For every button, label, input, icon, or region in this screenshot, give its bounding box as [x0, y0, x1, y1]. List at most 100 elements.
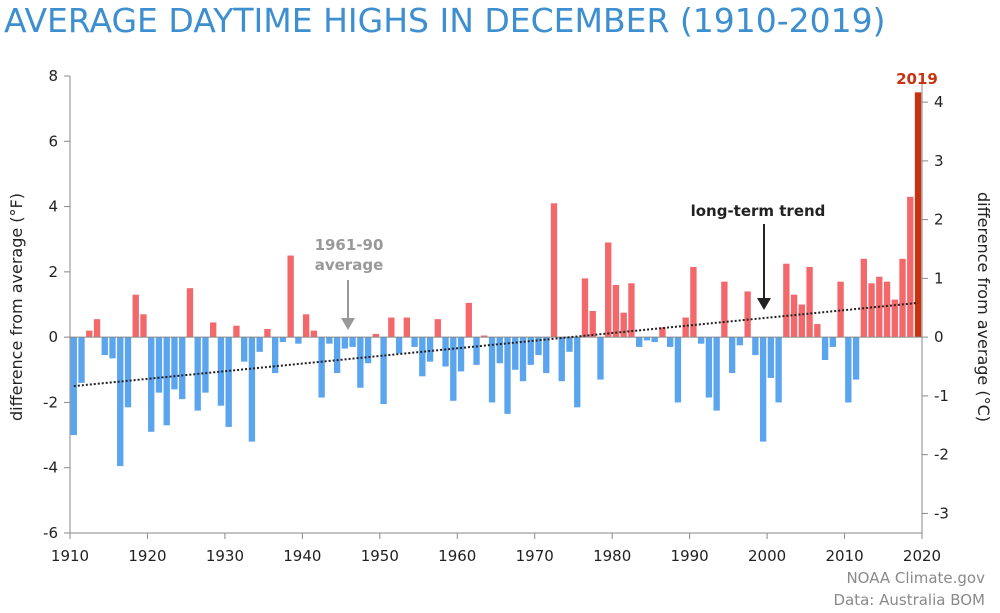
bar-1910: [70, 337, 77, 436]
bar-2000: [767, 337, 775, 378]
bar-1954: [411, 337, 418, 347]
bar-1961: [465, 302, 472, 338]
right-tick-label: 1: [934, 269, 944, 287]
bar-1911: [78, 337, 85, 383]
bar-1983: [636, 337, 643, 347]
x-tick-label: 1950: [361, 547, 399, 565]
x-tick-label: 1960: [438, 547, 476, 565]
x-tick-label: 2000: [748, 547, 786, 565]
x-tick-label: 1940: [283, 547, 321, 565]
bar-1914: [101, 337, 108, 356]
bar-2008: [829, 337, 836, 347]
right-axis: -3 -2 -1 0 1 2 3 4: [921, 76, 949, 533]
bar-1969: [527, 337, 534, 365]
bar-1973: [558, 337, 565, 382]
left-tick-label: 6: [48, 132, 58, 150]
bar-1986: [659, 327, 666, 338]
bar-1928: [210, 322, 217, 338]
bar-1982: [628, 283, 635, 338]
average-arrow: [341, 280, 355, 330]
bar-1923: [171, 337, 178, 390]
bar-1978: [597, 337, 604, 380]
bar-1994: [721, 281, 728, 338]
bar-1970: [535, 337, 542, 356]
bar-1956: [426, 337, 434, 362]
bar-2006: [814, 324, 821, 338]
bar-1958: [442, 337, 449, 367]
bar-1918: [132, 294, 139, 338]
bar-1933: [248, 337, 256, 442]
bar-1950: [380, 337, 387, 405]
bar-1940: [302, 314, 310, 338]
bar-1944: [333, 337, 341, 374]
bar-2001: [775, 337, 782, 403]
bar-2013: [868, 283, 875, 338]
bar-1987: [667, 337, 674, 347]
bar-2002: [783, 263, 790, 338]
bar-1945: [341, 337, 349, 349]
x-tick-label: 1990: [671, 547, 709, 565]
bar-1999: [759, 337, 767, 442]
bar-1953: [403, 317, 410, 338]
bar-series: [70, 92, 922, 467]
bar-1989: [682, 317, 689, 338]
right-tick-label: 3: [934, 152, 944, 170]
bar-1971: [543, 337, 550, 374]
bar-2004: [798, 304, 806, 338]
right-tick-label: 0: [934, 328, 944, 346]
bar-1913: [93, 319, 101, 338]
bar-1960: [457, 337, 465, 372]
bar-1949: [372, 333, 380, 338]
bar-1929: [217, 337, 225, 406]
average-label-line2: average: [315, 256, 384, 274]
x-tick-label: 1970: [516, 547, 554, 565]
bar-2017: [899, 258, 906, 338]
right-tick-label: 2: [934, 211, 944, 229]
left-axis: -6 -4 -2 0 2 4 6 8: [43, 67, 71, 542]
bar-2003: [790, 294, 798, 338]
bar-1925: [186, 288, 194, 338]
bar-1962: [473, 337, 480, 365]
bar-1941: [310, 330, 318, 338]
bar-1976: [581, 278, 589, 338]
bar-1995: [728, 337, 736, 374]
bar-1992: [705, 337, 713, 398]
bar-1924: [179, 337, 186, 400]
bar-2012: [860, 258, 867, 338]
bar-1977: [589, 311, 596, 338]
chart-title: AVERAGE DAYTIME HIGHS IN DECEMBER (1910-…: [4, 1, 886, 40]
bar-1932: [241, 337, 248, 362]
bar-1934: [256, 337, 263, 352]
bar-1948: [364, 337, 372, 364]
bar-1920: [148, 337, 155, 432]
right-tick-label: -2: [934, 446, 949, 464]
highlight-year-label: 2019: [896, 70, 938, 88]
bar-1959: [450, 337, 457, 401]
x-tick-label: 1980: [593, 547, 631, 565]
bar-1963: [481, 335, 488, 338]
bar-1946: [349, 337, 356, 347]
credit-line-1: NOAA Climate.gov: [846, 569, 985, 587]
credit-line-2: Data: Australia BOM: [833, 591, 985, 609]
bar-2009: [837, 281, 844, 338]
bar-1919: [140, 314, 147, 338]
left-tick-label: -4: [43, 459, 58, 477]
bar-2010: [845, 337, 852, 403]
bar-1965: [496, 337, 503, 364]
bar-2018: [907, 196, 914, 338]
bar-2011: [852, 337, 860, 380]
bar-1921: [155, 337, 163, 393]
bar-1979: [605, 242, 612, 338]
bar-1967: [512, 337, 519, 370]
x-tick-label: 1910: [51, 547, 89, 565]
left-tick-label: 8: [48, 67, 58, 85]
bar-1981: [620, 312, 627, 338]
trend-arrow: [757, 224, 771, 310]
bar-1991: [697, 337, 705, 344]
right-tick-label: 4: [934, 93, 944, 111]
bar-1955: [419, 337, 426, 377]
bar-2016: [891, 299, 898, 338]
left-tick-label: -6: [43, 524, 58, 542]
bar-1985: [651, 337, 658, 343]
